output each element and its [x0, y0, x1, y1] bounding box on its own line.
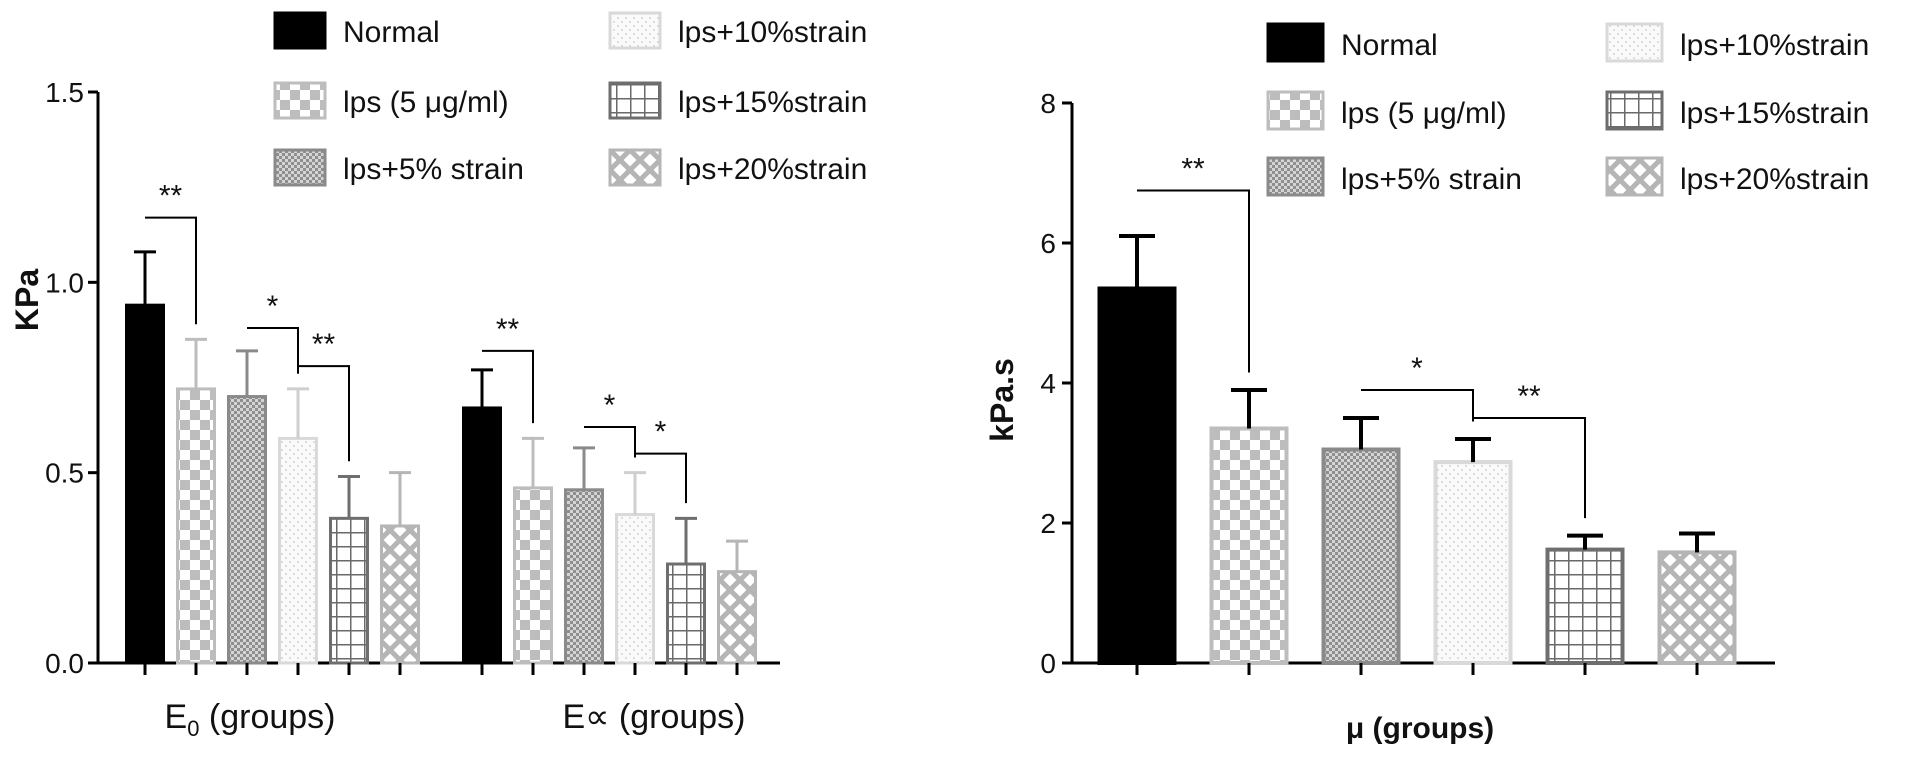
- legend-label-lps-5-g-ml: lps (5 μg/ml): [1341, 97, 1507, 130]
- left-bars-layer: [125, 250, 757, 675]
- bar-lps-5-g-ml: [176, 387, 216, 665]
- significance-label: **: [1181, 153, 1205, 186]
- significance-bracket: [1137, 189, 1250, 373]
- legend-label-lps-10-strain: lps+10%strain: [678, 16, 867, 49]
- legend-label-lps-20-strain: lps+20%strain: [678, 153, 867, 186]
- bar-lps-5-g-ml: [513, 486, 553, 665]
- significance-label: *: [655, 416, 667, 449]
- significance-bracket: [247, 327, 299, 374]
- bar-lps-5-g-ml: [1209, 426, 1289, 665]
- legend-swatch-normal: [1266, 22, 1325, 63]
- legend-swatch-lps-15-strain: [608, 81, 662, 120]
- bar-lps-20-strain: [717, 570, 757, 665]
- legend-swatch-lps-15-strain: [1605, 90, 1664, 131]
- legend-swatch-lps-5-g-ml: [1266, 90, 1325, 131]
- significance-label: *: [1411, 352, 1423, 385]
- right-significance-layer: *****: [1137, 153, 1586, 519]
- legend-label-lps-5-strain: lps+5% strain: [1341, 163, 1522, 196]
- legend-label-lps-10-strain: lps+10%strain: [1680, 29, 1869, 62]
- bar-lps-20-strain: [380, 524, 420, 665]
- bar-lps-20-strain: [1657, 550, 1737, 666]
- significance-bracket: [1361, 389, 1474, 422]
- right-bars-layer: [1097, 234, 1737, 675]
- legend-label-normal: Normal: [343, 16, 440, 49]
- left-y-tick-label: 1.0: [45, 267, 84, 298]
- legend-swatch-normal: [273, 11, 327, 50]
- right-legend: Normal lps (5 μg/ml) lps+5% strain lps+10%s…: [1266, 22, 1869, 197]
- significance-label: *: [267, 290, 279, 323]
- significance-bracket: [635, 452, 687, 504]
- right-y-tick-label: 4: [1040, 368, 1056, 399]
- left-y-tick-label: 1.5: [45, 77, 84, 108]
- legend-label-lps-15-strain: lps+15%strain: [1680, 97, 1869, 130]
- bar-lps-10-strain: [1433, 460, 1513, 665]
- legend-label-lps-5-g-ml: lps (5 μg/ml): [343, 86, 509, 119]
- legend-label-lps-20-strain: lps+20%strain: [1680, 163, 1869, 196]
- right-y-axis-label: kPa.s: [984, 358, 1020, 442]
- right-x-axis-label: μ (groups): [1346, 712, 1494, 745]
- left-significance-layer: ***** ****: [145, 180, 687, 504]
- legend-swatch-lps-5-strain: [273, 148, 327, 187]
- bar-lps-5-strain: [1321, 447, 1401, 665]
- right-y-tick-label: 8: [1040, 88, 1056, 119]
- left-y-tick-label: 0.0: [45, 648, 84, 679]
- right-y-tick-label: 6: [1040, 228, 1056, 259]
- right-y-tick-label: 2: [1040, 508, 1056, 539]
- significance-label: **: [496, 313, 520, 346]
- significance-label: **: [312, 328, 336, 361]
- legend-swatch-lps-20-strain: [1605, 156, 1664, 197]
- significance-label: **: [1517, 380, 1541, 413]
- significance-bracket: [298, 365, 350, 462]
- legend-label-lps-5-strain: lps+5% strain: [343, 153, 524, 186]
- significance-bracket: [145, 216, 197, 325]
- significance-label: **: [159, 180, 183, 213]
- legend-swatch-lps-20-strain: [608, 148, 662, 187]
- left-y-tick-label: 0.5: [45, 458, 84, 489]
- right-y-tick-label: 0: [1040, 648, 1056, 679]
- right-y-axis: 0 2 4 6 8: [1040, 88, 1775, 679]
- significance-bracket: [482, 349, 534, 424]
- legend-swatch-lps-10-strain: [608, 11, 662, 50]
- legend-swatch-lps-5-strain: [1266, 156, 1325, 197]
- left-group-label-e0: E0 (groups): [165, 698, 336, 741]
- left-y-axis-label: KPa: [9, 269, 45, 331]
- left-group-label-einf: E∝ (groups): [562, 698, 745, 736]
- left-legend: Normal lps (5 μg/ml) lps+5% strain lps+10%s…: [273, 11, 867, 187]
- bar-normal: [462, 406, 502, 665]
- legend-swatch-lps-5-g-ml: [273, 81, 327, 120]
- bar-lps-5-strain: [564, 488, 604, 665]
- bar-normal: [125, 303, 165, 665]
- bar-lps-5-strain: [227, 395, 267, 665]
- bar-normal: [1097, 286, 1177, 665]
- significance-bracket: [1473, 417, 1586, 519]
- left-bar-chart: 0.00.51.01.5 ***** **** KPa E0 (groups) E…: [9, 77, 780, 741]
- legend-swatch-lps-10-strain: [1605, 22, 1664, 63]
- significance-label: *: [604, 389, 616, 422]
- bar-lps-15-strain: [666, 562, 706, 665]
- legend-label-normal: Normal: [1341, 29, 1438, 62]
- significance-bracket: [584, 425, 636, 458]
- legend-label-lps-15-strain: lps+15%strain: [678, 86, 867, 119]
- bar-lps-10-strain: [615, 513, 655, 665]
- bar-lps-15-strain: [329, 516, 369, 665]
- bar-lps-15-strain: [1545, 547, 1625, 665]
- bar-lps-10-strain: [278, 436, 318, 665]
